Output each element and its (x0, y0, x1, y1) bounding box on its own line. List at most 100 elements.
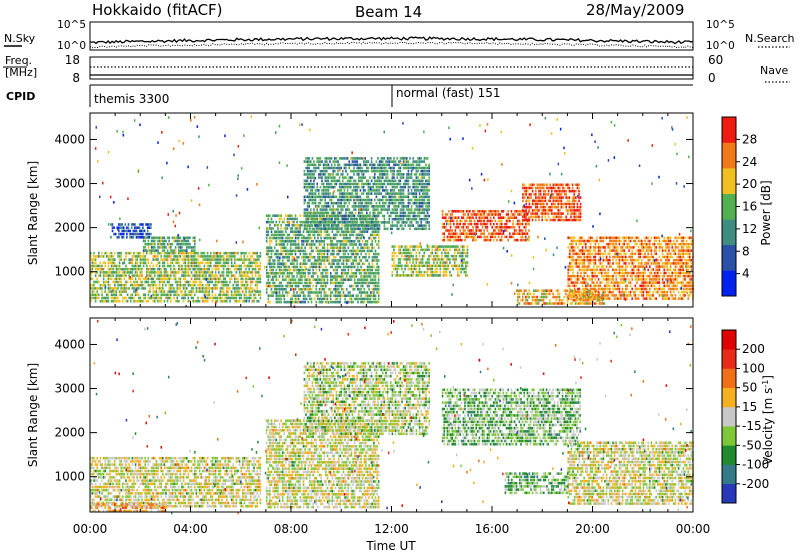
heatmap-cell (109, 274, 111, 277)
heatmap-cell (170, 287, 172, 290)
heatmap-cell (329, 300, 332, 304)
heatmap-cell (256, 261, 258, 265)
heatmap-cell (229, 296, 231, 300)
heatmap-cell (345, 262, 348, 265)
heatmap-cell (306, 224, 309, 227)
heatmap-cell (297, 284, 300, 288)
heatmap-cell (417, 221, 419, 224)
heatmap-cell (190, 251, 193, 255)
heatmap-cell (383, 166, 386, 170)
heatmap-cell (99, 274, 102, 277)
heatmap-cell (367, 198, 370, 202)
heatmap-cell (425, 179, 427, 183)
heatmap-cell (353, 173, 355, 176)
heatmap-cell (206, 258, 209, 261)
heatmap-cell (483, 229, 485, 232)
heatmap-cell (208, 280, 210, 284)
heatmap-cell (354, 227, 357, 231)
heatmap-cell (366, 169, 368, 173)
heatmap-cell (102, 280, 105, 284)
heatmap-cell (504, 226, 506, 229)
heatmap-cell (324, 176, 326, 179)
heatmap-cell (505, 229, 508, 232)
heatmap-cell (297, 246, 300, 249)
heatmap-cell (227, 264, 230, 268)
heatmap-cell (569, 252, 571, 256)
heatmap-cell (120, 280, 122, 284)
heatmap-cell (278, 243, 281, 246)
heatmap-cell (309, 217, 311, 221)
heatmap-cell (365, 281, 367, 285)
heatmap-cell (280, 294, 282, 297)
heatmap-cell (481, 210, 484, 213)
heatmap-cell (329, 291, 332, 294)
power-cells (90, 115, 694, 308)
heatmap-cell (297, 288, 300, 291)
heatmap-cell (195, 277, 198, 281)
heatmap-cell (283, 233, 286, 237)
heatmap-cell (448, 229, 450, 232)
heatmap-cell (518, 226, 521, 229)
heatmap-cell (134, 226, 136, 229)
heatmap-cell (194, 267, 196, 271)
heatmap-cell (163, 299, 166, 303)
heatmap-cell (391, 224, 394, 227)
heatmap-cell (358, 195, 360, 199)
heatmap-cell (310, 246, 313, 249)
heatmap-cell (483, 238, 485, 242)
heatmap-cell (338, 163, 341, 167)
heatmap-cell (152, 239, 154, 243)
heatmap-cell (334, 278, 337, 281)
heatmap-cell (374, 182, 376, 186)
heatmap-cell (283, 246, 286, 249)
heatmap-cell (445, 213, 447, 216)
heatmap-cell (309, 246, 311, 249)
heatmap-cell (363, 281, 366, 285)
heatmap-cell (477, 226, 479, 229)
heatmap-cell (481, 232, 484, 235)
heatmap-cell (356, 169, 358, 173)
heatmap-cell (110, 267, 113, 271)
heatmap-cell (107, 264, 110, 268)
heatmap-cell (337, 160, 339, 163)
heatmap-cell (518, 219, 521, 223)
heatmap-cell (360, 272, 362, 275)
heatmap-cell (375, 160, 378, 163)
heatmap-cell (402, 192, 405, 195)
heatmap-cell (272, 236, 274, 240)
heatmap-cell (539, 212, 542, 215)
heatmap-cell (323, 275, 326, 278)
heatmap-cell (316, 189, 318, 192)
heatmap-cell (158, 251, 161, 255)
heatmap-cell (547, 189, 550, 193)
heatmap-cell (402, 166, 405, 170)
heatmap-cell (333, 259, 335, 262)
heatmap-cell (401, 185, 403, 189)
heatmap-cell (469, 219, 471, 223)
heatmap-cell (373, 275, 375, 278)
heatmap-cell (289, 272, 292, 275)
heatmap-cell (184, 255, 186, 258)
heatmap-cell (377, 275, 380, 278)
heatmap-cell (320, 249, 322, 253)
heatmap-cell (402, 173, 405, 176)
heatmap-cell (107, 271, 110, 274)
heatmap-cell (340, 211, 342, 215)
heatmap-cell (297, 249, 300, 253)
heatmap-cell (123, 287, 126, 290)
heatmap-cell (359, 208, 362, 211)
heatmap-cell (409, 221, 411, 224)
heatmap-cell (360, 230, 362, 233)
heatmap-cell (170, 255, 172, 258)
heatmap-cell (208, 290, 210, 293)
heatmap-cell (317, 265, 319, 269)
heatmap-cell (568, 202, 571, 206)
heatmap-cell (385, 208, 387, 211)
heatmap-cell (415, 217, 418, 221)
heatmap-cell (307, 275, 310, 278)
heatmap-cell (569, 297, 571, 300)
heatmap-cell (366, 201, 368, 205)
heatmap-cell (296, 268, 298, 272)
heatmap-cell (363, 272, 366, 275)
heatmap-cell (170, 264, 172, 268)
